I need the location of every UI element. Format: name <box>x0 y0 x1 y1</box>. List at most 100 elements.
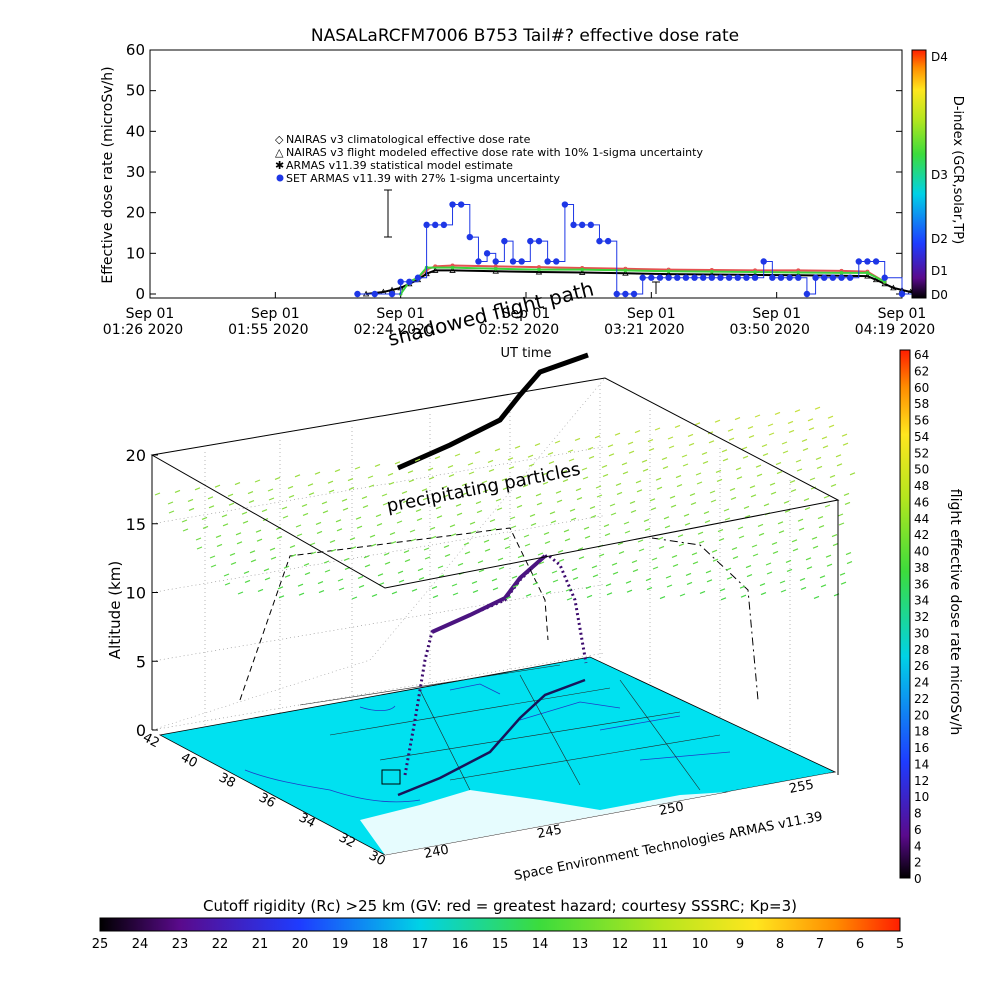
particle-mark <box>638 548 645 552</box>
particle-mark <box>627 441 634 445</box>
top-series-layer <box>354 201 923 298</box>
particle-mark <box>483 539 490 543</box>
particle-mark <box>611 562 618 566</box>
latitude-axis: 42 40 38 36 34 32 30 <box>140 730 388 869</box>
particle-mark <box>616 491 623 495</box>
particle-mark <box>732 556 739 560</box>
particle-mark <box>461 483 468 487</box>
particle-mark <box>746 574 753 578</box>
dose-colorbar-label: 42 <box>914 528 929 542</box>
legend-label-armas-statistical: ARMAS v11.39 statistical model estimate <box>286 159 513 172</box>
top-y-axis: 0 10 20 30 40 50 60 <box>126 41 902 303</box>
particle-mark <box>596 494 603 498</box>
particle-mark <box>801 438 808 442</box>
particle-mark <box>323 560 330 564</box>
dose-colorbar-label: 44 <box>914 512 929 526</box>
dindex-colorbar-title: D-index (GCR,solar,TP) <box>950 96 965 244</box>
particle-mark <box>610 512 617 516</box>
set-armas-point <box>475 258 482 265</box>
particle-mark <box>423 547 430 551</box>
dindex-label: D4 <box>931 50 948 64</box>
particle-mark <box>263 568 270 572</box>
particle-mark <box>350 546 357 550</box>
set-armas-point <box>674 274 681 281</box>
particle-mark <box>592 574 599 578</box>
set-armas-point <box>855 258 862 265</box>
particle-mark <box>725 567 732 571</box>
particle-mark <box>561 470 568 474</box>
particle-mark <box>761 444 768 448</box>
armas-model-point <box>580 267 584 272</box>
particle-mark <box>278 595 285 599</box>
rc-colorbar-label: 15 <box>492 937 509 952</box>
particle-mark <box>821 436 828 440</box>
set-armas-point <box>812 274 819 281</box>
particle-mark <box>796 468 803 472</box>
x-tick-date: Sep 01 <box>752 306 801 322</box>
particle-mark <box>494 448 501 452</box>
particle-mark <box>315 521 322 525</box>
particle-mark <box>270 556 277 560</box>
particle-mark <box>780 589 787 593</box>
particle-mark <box>739 585 746 589</box>
particle-mark <box>329 539 336 543</box>
particle-mark <box>789 480 796 484</box>
particle-mark <box>842 442 849 446</box>
particle-mark <box>623 521 630 525</box>
x-tick-time: 03:21 2020 <box>604 322 684 338</box>
particle-mark <box>530 522 537 526</box>
particle-mark <box>505 596 512 600</box>
particle-mark <box>741 446 748 450</box>
dindex-label: D1 <box>931 264 948 278</box>
dose-colorbar-label: 14 <box>914 757 929 771</box>
particle-mark <box>566 597 573 601</box>
set-armas-point <box>881 274 888 281</box>
dose-colorbar-label: 52 <box>914 446 929 460</box>
particle-mark <box>411 588 418 592</box>
set-armas-point <box>483 250 491 257</box>
dose-colorbar-label: 34 <box>914 594 929 608</box>
particle-mark <box>819 575 826 579</box>
particle-mark <box>545 591 552 595</box>
dose-colorbar-label: 50 <box>914 463 929 477</box>
particle-mark <box>664 525 671 529</box>
particle-mark <box>811 536 818 540</box>
particle-mark <box>663 516 670 520</box>
particle-mark <box>314 471 321 475</box>
particle-mark <box>670 504 677 508</box>
particle-mark <box>394 461 401 465</box>
particle-mark <box>261 509 268 513</box>
dose-colorbar-label: 64 <box>914 348 929 362</box>
particle-mark <box>827 415 834 419</box>
particle-mark <box>221 514 228 518</box>
nairas-flight-point <box>579 269 586 275</box>
latitude-tick-label: 38 <box>216 770 238 791</box>
particle-mark <box>835 454 842 458</box>
particle-mark <box>196 546 203 550</box>
particle-mark <box>168 510 175 514</box>
particle-mark <box>778 530 785 534</box>
particle-mark <box>456 512 463 516</box>
particle-mark <box>688 442 695 446</box>
particle-mark <box>248 500 255 504</box>
particle-mark <box>698 540 705 544</box>
set-armas-point <box>466 233 474 241</box>
particle-mark <box>414 458 421 462</box>
particle-mark <box>517 555 524 559</box>
particle-mark <box>464 551 471 555</box>
particle-mark <box>636 489 643 493</box>
particle-mark <box>765 562 772 566</box>
particle-mark <box>549 511 556 515</box>
particle-mark <box>655 477 662 481</box>
particle-mark <box>375 514 382 518</box>
particle-mark <box>759 583 766 587</box>
particle-mark <box>645 578 652 582</box>
particle-mark <box>641 459 648 463</box>
dindex-colorbar-labels: D4 D3 D2 D1 D0 <box>931 50 948 302</box>
particle-mark <box>828 424 835 428</box>
particle-mark <box>708 440 715 444</box>
set-armas-point <box>838 274 845 281</box>
particle-mark <box>542 481 549 485</box>
particle-mark <box>287 485 294 489</box>
ground-flight-track <box>397 678 586 797</box>
